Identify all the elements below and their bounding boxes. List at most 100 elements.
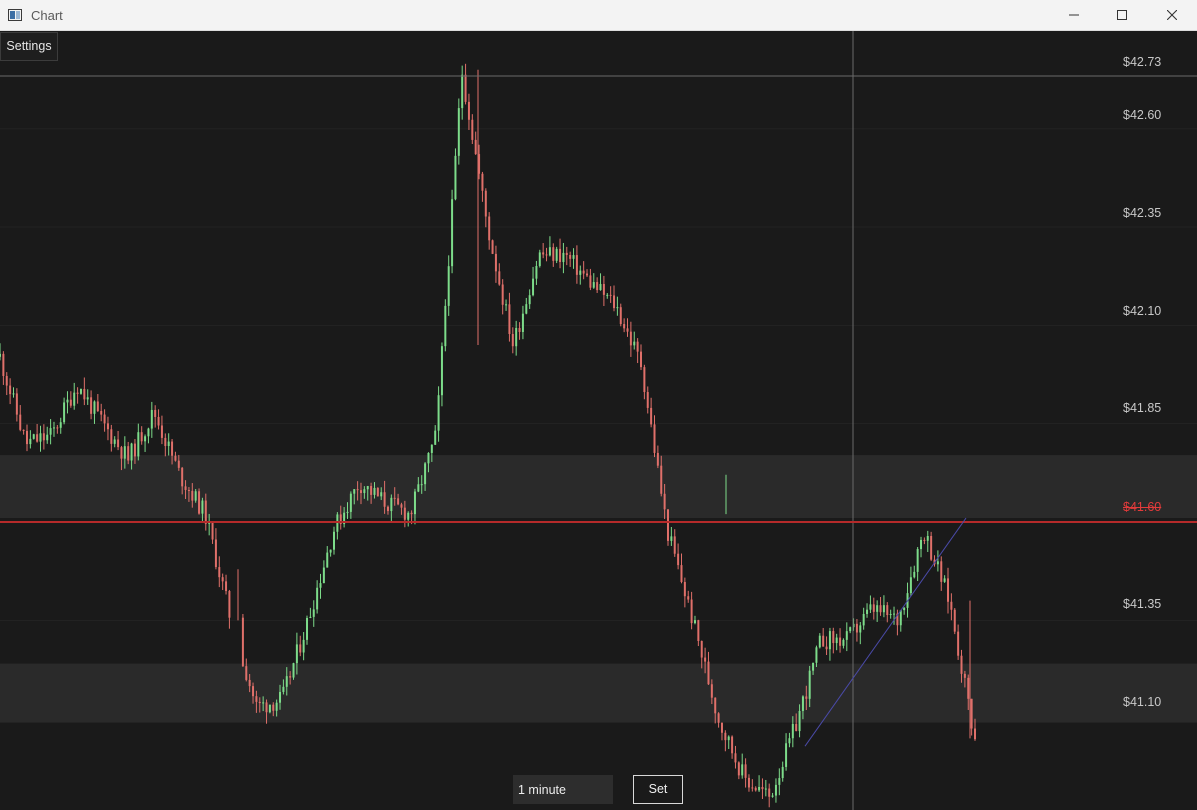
candle-body — [805, 696, 808, 699]
grid-lines — [0, 128, 1197, 720]
candle-body — [582, 270, 585, 274]
candle-body — [12, 393, 15, 395]
candle-body — [893, 613, 896, 615]
candle-body — [66, 399, 69, 403]
candle-body — [299, 644, 302, 653]
candle-body — [245, 666, 248, 680]
candle-body — [221, 577, 224, 582]
candle-body — [420, 484, 423, 486]
candle-body — [710, 684, 713, 698]
candle-body — [670, 536, 673, 541]
candle-body — [562, 252, 565, 263]
candle-body — [488, 216, 491, 241]
candle-body — [137, 432, 140, 457]
candle-body — [916, 549, 919, 572]
candle-body — [248, 679, 251, 687]
candle-body — [265, 702, 268, 713]
candle-body — [508, 304, 511, 335]
candle-body — [150, 409, 153, 429]
candle-body — [677, 553, 680, 566]
candle-body — [751, 787, 754, 789]
candle-body — [211, 522, 214, 540]
candle-body — [785, 743, 788, 767]
maximize-button[interactable] — [1099, 0, 1145, 31]
candle-body — [42, 433, 45, 441]
candle-body — [56, 427, 59, 429]
candle-body — [653, 424, 656, 453]
candle-body — [326, 552, 329, 568]
candle-body — [393, 497, 396, 499]
candle-body — [720, 722, 723, 733]
candle-body — [187, 489, 190, 491]
price-zone — [0, 663, 1197, 723]
candle-body — [225, 581, 228, 592]
candle-body — [734, 753, 737, 763]
candle-body — [575, 255, 578, 275]
settings-button[interactable]: Settings — [0, 32, 58, 61]
candle-body — [154, 409, 157, 417]
candle-body — [930, 536, 933, 560]
candle-body — [882, 605, 885, 613]
close-button[interactable] — [1149, 0, 1195, 31]
candle-body — [167, 441, 170, 446]
candle-body — [629, 331, 632, 346]
candle-body — [343, 512, 346, 524]
candle-body — [737, 762, 740, 776]
candle-body — [268, 704, 271, 713]
current-price-label: $41.60 — [1123, 500, 1162, 514]
candle-body — [876, 605, 879, 612]
candle-body — [346, 511, 349, 513]
candle-body — [606, 294, 609, 296]
candle-body — [724, 732, 727, 741]
candle-body — [140, 432, 143, 442]
candle-body — [548, 247, 551, 256]
candle-body — [434, 430, 437, 445]
minimize-button[interactable] — [1051, 0, 1097, 31]
candle-body — [552, 247, 555, 261]
candle-body — [184, 486, 187, 490]
candle-body — [515, 327, 518, 347]
interval-input[interactable] — [513, 775, 613, 804]
overlay-lines — [0, 31, 1197, 810]
chart-area[interactable] — [0, 31, 1197, 810]
price-chart[interactable] — [0, 31, 1197, 810]
candle-body — [613, 295, 616, 309]
candle-body — [525, 304, 528, 314]
candle-body — [744, 764, 747, 778]
candle-body — [59, 422, 62, 428]
candle-body — [974, 728, 976, 740]
candle-body — [923, 539, 926, 541]
candle-body — [471, 119, 474, 140]
candle-body — [417, 484, 420, 492]
candle-body — [926, 536, 929, 541]
candle-body — [204, 500, 207, 524]
candle-body — [100, 411, 103, 415]
candle-body — [454, 155, 457, 200]
set-button[interactable]: Set — [633, 775, 683, 804]
candle-body — [39, 433, 42, 442]
candle-body — [697, 620, 700, 641]
candle-body — [353, 489, 356, 494]
candle-body — [110, 429, 113, 444]
candle-body — [312, 609, 315, 617]
candle-body — [214, 539, 217, 568]
candle-body — [349, 493, 352, 512]
candle-body — [177, 460, 180, 468]
candle-body — [774, 784, 777, 796]
candle-body — [761, 786, 764, 790]
candle-body — [940, 561, 943, 582]
candle-body — [569, 254, 572, 259]
candle-body — [636, 341, 639, 352]
candle-body — [36, 434, 39, 442]
maximize-icon — [1117, 10, 1127, 20]
candle-body — [380, 492, 383, 497]
candle-body — [592, 282, 595, 288]
candle-body — [747, 777, 750, 788]
price-axis-label: $41.35 — [1123, 597, 1162, 611]
candle-body — [370, 486, 373, 495]
candle-body — [555, 248, 558, 261]
candle-body — [872, 604, 875, 612]
candle-body — [913, 571, 916, 578]
candle-body — [164, 437, 167, 446]
candle-body — [383, 492, 386, 507]
